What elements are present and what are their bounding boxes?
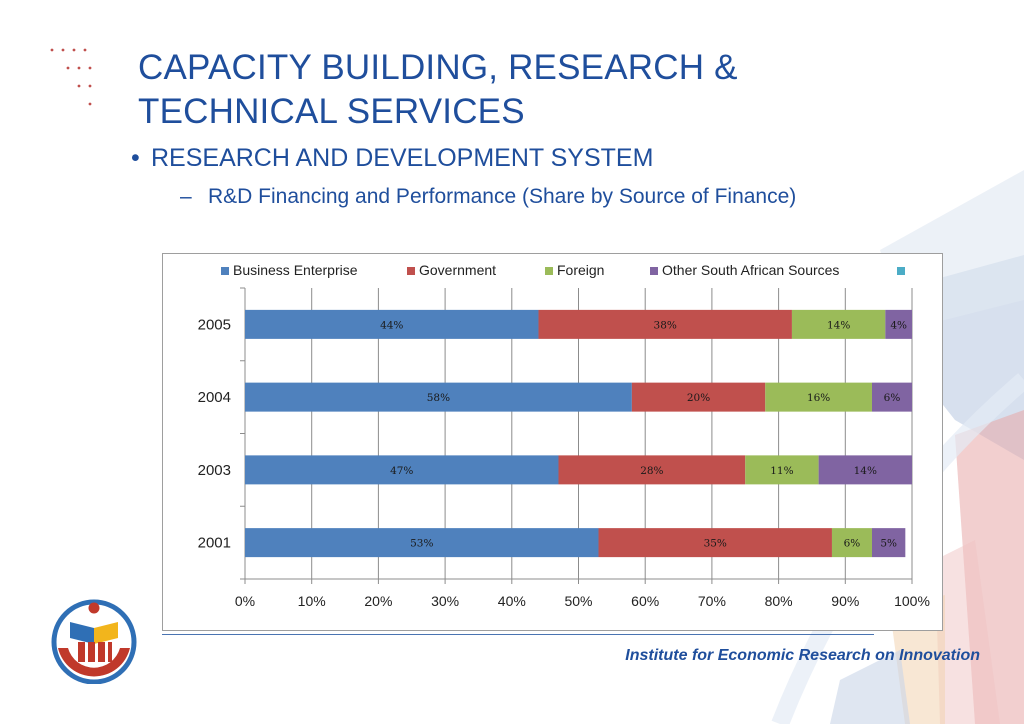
bullet-icon: • xyxy=(131,144,140,172)
sub-bullet-item: – R&D Financing and Performance (Share by… xyxy=(180,182,870,211)
bar-segment xyxy=(791,309,886,339)
bar-segment xyxy=(558,455,746,485)
data-label: 28% xyxy=(640,465,663,477)
x-tick-label: 0% xyxy=(235,593,255,609)
x-tick-label: 100% xyxy=(894,593,930,609)
legend-swatch xyxy=(650,267,658,275)
data-label: 11% xyxy=(770,465,793,477)
footer-divider xyxy=(162,634,874,635)
bar-segment xyxy=(831,528,872,558)
data-label: 44% xyxy=(380,319,403,331)
bullet-text: RESEARCH AND DEVELOPMENT SYSTEM xyxy=(151,144,654,172)
legend-swatch xyxy=(897,267,905,275)
bar-segment xyxy=(245,528,599,558)
decorative-dots xyxy=(50,48,92,106)
legend-label: Other South African Sources xyxy=(662,262,839,278)
data-label: 16% xyxy=(807,392,830,404)
bar-segment xyxy=(598,528,832,558)
data-label: 38% xyxy=(654,319,677,331)
bar-segment xyxy=(745,455,819,485)
legend-label: Government xyxy=(419,262,496,278)
bar-segment xyxy=(818,455,912,485)
sub-bullet-text: R&D Financing and Performance (Share by … xyxy=(208,185,797,208)
x-tick-label: 60% xyxy=(631,593,659,609)
legend-label: Business Enterprise xyxy=(233,262,358,278)
dash-icon: – xyxy=(180,185,192,208)
data-label: 6% xyxy=(884,392,901,404)
chart-container: 0% 10% 20% 30% 40% 50% 60% 70% 80% 90% 100% 2001 53%… xyxy=(162,253,943,631)
bar-segment xyxy=(538,309,792,339)
bar-segment xyxy=(765,382,872,412)
y-category-label: 2001 xyxy=(198,535,231,552)
x-tick-label: 20% xyxy=(364,593,392,609)
x-tick-label: 90% xyxy=(831,593,859,609)
bullet-item: • RESEARCH AND DEVELOPMENT SYSTEM xyxy=(131,142,653,174)
y-category-label: 2005 xyxy=(198,316,231,333)
bar-segment xyxy=(885,309,912,339)
slide-title: CAPACITY BUILDING, RESEARCH & TECHNICAL … xyxy=(138,48,738,131)
data-label: 58% xyxy=(427,392,450,404)
data-label: 5% xyxy=(880,538,897,550)
stacked-bar-chart: 0% 10% 20% 30% 40% 50% 60% 70% 80% 90% 100% 2001 53%… xyxy=(198,262,930,609)
bar-segment xyxy=(631,382,766,412)
bar-segment xyxy=(245,382,632,412)
data-label: 53% xyxy=(410,538,433,550)
data-label: 6% xyxy=(844,538,861,550)
y-category-label: 2004 xyxy=(198,389,231,406)
institute-logo xyxy=(51,599,137,684)
data-label: 47% xyxy=(390,465,413,477)
legend-swatch xyxy=(407,267,415,275)
x-tick-label: 10% xyxy=(298,593,326,609)
data-label: 14% xyxy=(854,465,877,477)
bar-segment xyxy=(871,382,912,412)
bar-segment xyxy=(245,455,559,485)
bar-segment xyxy=(245,309,539,339)
data-label: 35% xyxy=(704,538,727,550)
x-tick-label: 50% xyxy=(564,593,592,609)
footer-institute: Institute for Economic Research on Innov… xyxy=(625,647,980,664)
x-tick-label: 70% xyxy=(698,593,726,609)
x-tick-label: 30% xyxy=(431,593,459,609)
x-tick-label: 80% xyxy=(765,593,793,609)
bar-segment xyxy=(871,528,906,558)
data-label: 14% xyxy=(827,319,850,331)
data-label: 20% xyxy=(687,392,710,404)
x-tick-label: 40% xyxy=(498,593,526,609)
legend-swatch xyxy=(545,267,553,275)
data-label: 4% xyxy=(890,319,907,331)
y-category-label: 2003 xyxy=(198,462,231,479)
legend-label: Foreign xyxy=(557,262,604,278)
legend-swatch xyxy=(221,267,229,275)
